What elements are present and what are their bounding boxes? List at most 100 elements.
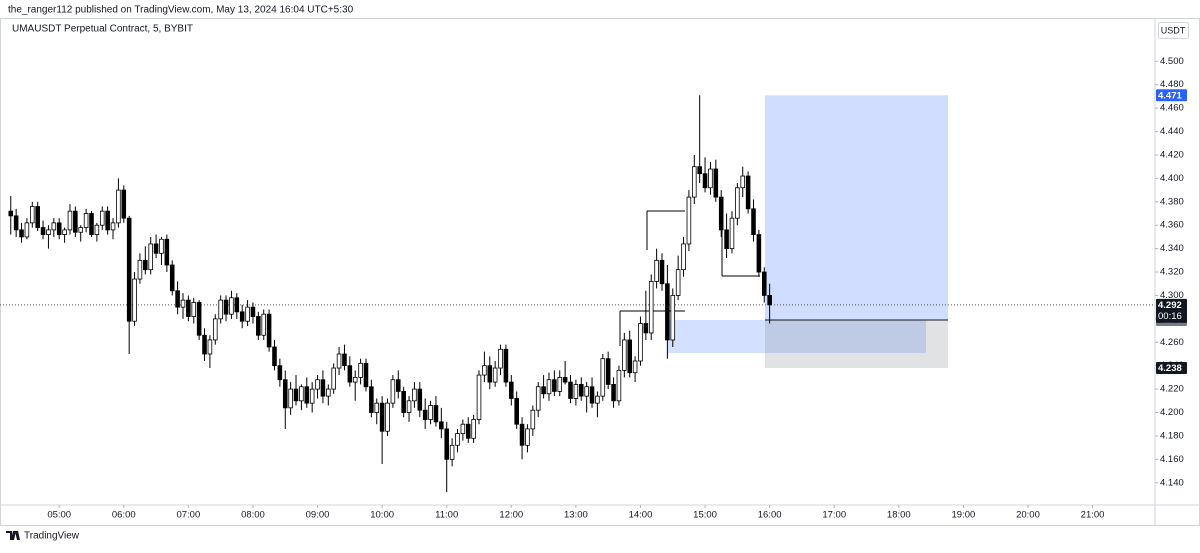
y-tick-label: 4.380 xyxy=(1160,196,1184,207)
candle-body xyxy=(476,374,482,420)
candle-body xyxy=(143,259,148,271)
candle-body xyxy=(121,189,127,219)
candle-body xyxy=(632,360,638,374)
candle-body xyxy=(218,299,223,320)
stop-label: 4.238 xyxy=(1158,363,1182,374)
candle-body xyxy=(213,318,218,341)
candle-body xyxy=(148,243,153,271)
candle-body xyxy=(13,215,19,231)
candle-body xyxy=(46,229,51,235)
candle-body xyxy=(681,243,686,271)
candle-body xyxy=(363,362,369,388)
candle-body xyxy=(654,259,659,282)
y-tick-label: 4.480 xyxy=(1160,79,1184,90)
candle-body xyxy=(756,234,762,273)
y-tick-label: 4.440 xyxy=(1160,126,1184,137)
stop-label-bg xyxy=(1156,362,1187,375)
candle-body xyxy=(234,297,240,313)
y-tick-label: 4.180 xyxy=(1160,430,1184,441)
x-tick-label: 18:00 xyxy=(887,510,911,521)
y-tick-label: 4.200 xyxy=(1160,407,1184,418)
candle-body xyxy=(24,222,30,238)
candle-body xyxy=(229,297,234,315)
candle-body xyxy=(751,208,756,235)
candle-body xyxy=(342,353,347,367)
candle-body xyxy=(492,367,498,383)
candle-body xyxy=(347,365,353,383)
candle-body xyxy=(223,299,229,315)
candle-body xyxy=(67,210,73,231)
countdown-label: 00:16 xyxy=(1158,311,1182,322)
candle-body xyxy=(638,323,643,362)
candle-body xyxy=(73,210,78,233)
target-zone xyxy=(765,95,948,321)
candle-body xyxy=(692,166,697,198)
candle-body xyxy=(595,395,600,404)
candle-body xyxy=(352,376,358,383)
candle-body xyxy=(465,423,471,439)
y-tick-label: 4.340 xyxy=(1160,243,1184,254)
candle-body xyxy=(589,386,595,404)
x-tick-label: 15:00 xyxy=(693,510,717,521)
candle-body xyxy=(541,386,546,395)
y-tick-label: 4.400 xyxy=(1160,173,1184,184)
candle-body xyxy=(525,428,530,446)
candle-body xyxy=(180,299,186,308)
candle-body xyxy=(530,409,536,430)
candle-body xyxy=(444,428,449,460)
candle-body xyxy=(153,243,159,254)
candle-body xyxy=(740,175,746,189)
candle-body xyxy=(272,346,277,367)
candle-body xyxy=(439,421,444,430)
candle-body xyxy=(245,306,250,322)
candle-body xyxy=(702,173,708,189)
candle-body xyxy=(169,264,175,292)
candle-body xyxy=(19,229,24,238)
candle-body xyxy=(519,423,525,446)
candle-body xyxy=(132,278,137,322)
y-tick-label: 4.360 xyxy=(1160,220,1184,231)
candle-body xyxy=(675,269,681,296)
candle-body xyxy=(422,409,428,420)
candle-body xyxy=(648,281,654,334)
candle-body xyxy=(433,405,439,423)
footer-text: TradingView xyxy=(24,531,80,542)
x-tick-label: 09:00 xyxy=(306,510,330,521)
candle-body xyxy=(369,386,374,413)
logo xyxy=(6,531,20,540)
candle-body xyxy=(99,210,105,226)
x-tick-label: 20:00 xyxy=(1016,510,1040,521)
footer: TradingView xyxy=(6,531,80,542)
candle-body xyxy=(724,229,729,250)
candle-body xyxy=(374,402,380,413)
y-tick-label: 4.220 xyxy=(1160,384,1184,395)
candle-body xyxy=(196,302,202,336)
x-tick-label: 14:00 xyxy=(629,510,653,521)
header: the_ranger112 published on TradingView.c… xyxy=(8,5,354,16)
candle-body xyxy=(159,238,164,254)
candle-body xyxy=(535,386,541,411)
candle-body xyxy=(767,295,772,306)
candle-body xyxy=(35,206,40,228)
y-tick-label: 4.460 xyxy=(1160,103,1184,114)
candle-body xyxy=(471,419,476,439)
candle-body xyxy=(670,295,676,341)
target-label-bg xyxy=(1156,89,1187,102)
candle-body xyxy=(395,379,401,392)
currency-box xyxy=(1158,22,1189,39)
candle-body xyxy=(622,339,627,371)
candle-body xyxy=(729,217,735,250)
candle-body xyxy=(137,259,143,280)
candle-body xyxy=(256,316,261,336)
candle-body xyxy=(412,388,417,402)
demand-zone xyxy=(668,320,926,353)
candle-body xyxy=(326,388,331,397)
candle-body xyxy=(288,388,293,409)
candle-body xyxy=(126,217,132,322)
candle-body xyxy=(336,353,342,369)
candle-body xyxy=(578,384,584,397)
candle-body xyxy=(331,367,336,390)
candle-body xyxy=(239,311,245,322)
candle-body xyxy=(78,227,84,233)
x-tick-label: 12:00 xyxy=(499,510,523,521)
